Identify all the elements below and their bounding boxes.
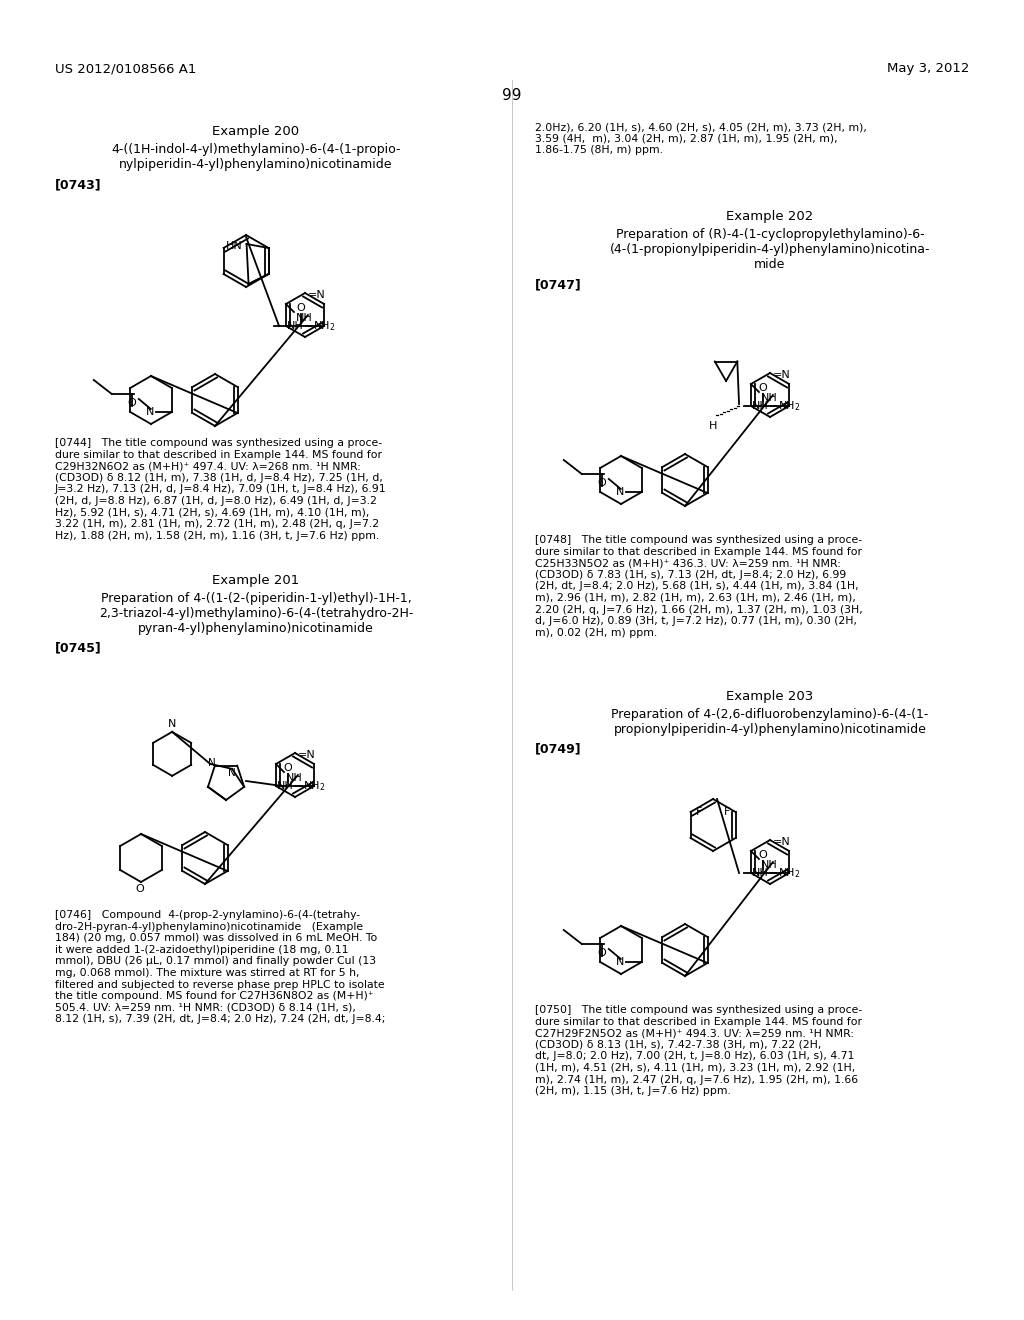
Text: 99: 99 [502,88,522,103]
Text: NH$_2$: NH$_2$ [778,866,801,880]
Text: 2.0Hz), 6.20 (1H, s), 4.60 (2H, s), 4.05 (2H, m), 3.73 (2H, m),
3.59 (4H,  m), 3: 2.0Hz), 6.20 (1H, s), 4.60 (2H, s), 4.05… [535,121,867,156]
Text: Example 203: Example 203 [726,690,814,704]
Text: Example 202: Example 202 [726,210,814,223]
Text: N: N [145,407,154,417]
Text: [0749]: [0749] [535,742,582,755]
Text: H: H [709,421,717,432]
Text: [0746]   Compound  4-(prop-2-ynylamino)-6-(4-(tetrahy-
dro-2H-pyran-4-yl)phenyla: [0746] Compound 4-(prop-2-ynylamino)-6-(… [55,909,385,1024]
Text: US 2012/0108566 A1: US 2012/0108566 A1 [55,62,197,75]
Text: nylpiperidin-4-yl)phenylamino)nicotinamide: nylpiperidin-4-yl)phenylamino)nicotinami… [119,158,393,172]
Text: NH: NH [753,869,769,878]
Text: =N: =N [773,370,791,380]
Text: NH$_2$: NH$_2$ [303,779,326,793]
Text: O: O [597,478,606,488]
Text: O: O [297,304,305,313]
Text: O: O [127,399,136,408]
Text: NH$_2$: NH$_2$ [778,399,801,413]
Text: [0745]: [0745] [55,642,101,653]
Text: NH: NH [761,861,777,870]
Text: N: N [615,487,624,498]
Text: F: F [724,807,730,817]
Text: N: N [615,957,624,968]
Text: O: O [135,884,144,894]
Text: O: O [284,763,292,774]
Text: O: O [597,948,606,958]
Text: Preparation of 4-((1-(2-(piperidin-1-yl)ethyl)-1H-1,: Preparation of 4-((1-(2-(piperidin-1-yl)… [100,591,412,605]
Text: N: N [228,768,237,777]
Text: [0744]   The title compound was synthesized using a proce-
dure similar to that : [0744] The title compound was synthesize… [55,438,387,541]
Text: (4-(1-propionylpiperidin-4-yl)phenylamino)nicotina-: (4-(1-propionylpiperidin-4-yl)phenylamin… [609,243,930,256]
Text: F: F [695,807,701,817]
Text: 2,3-triazol-4-yl)methylamino)-6-(4-(tetrahydro-2H-: 2,3-triazol-4-yl)methylamino)-6-(4-(tetr… [98,607,414,620]
Text: NH: NH [286,774,303,783]
Text: [0747]: [0747] [535,279,582,290]
Text: NH: NH [288,321,304,331]
Text: NH: NH [753,401,769,411]
Text: pyran-4-yl)phenylamino)nicotinamide: pyran-4-yl)phenylamino)nicotinamide [138,622,374,635]
Text: [0750]   The title compound was synthesized using a proce-
dure similar to that : [0750] The title compound was synthesize… [535,1005,862,1096]
Text: =N: =N [298,750,315,760]
Text: =N: =N [773,837,791,847]
Text: =N: =N [308,290,326,300]
Text: May 3, 2012: May 3, 2012 [887,62,969,75]
Text: Example 200: Example 200 [212,125,300,139]
Text: O: O [759,850,767,861]
Text: O: O [759,383,767,393]
Text: Preparation of 4-(2,6-difluorobenzylamino)-6-(4-(1-: Preparation of 4-(2,6-difluorobenzylamin… [611,708,929,721]
Text: [0743]: [0743] [55,178,101,191]
Text: Preparation of (R)-4-(1-cyclopropylethylamino)-6-: Preparation of (R)-4-(1-cyclopropylethyl… [615,228,925,242]
Text: propionylpiperidin-4-yl)phenylamino)nicotinamide: propionylpiperidin-4-yl)phenylamino)nico… [613,723,927,737]
Text: NH: NH [761,393,777,403]
Text: NH: NH [278,781,294,791]
Text: [0748]   The title compound was synthesized using a proce-
dure similar to that : [0748] The title compound was synthesize… [535,535,863,638]
Text: mide: mide [755,257,785,271]
Text: HN: HN [226,242,243,251]
Text: N: N [208,758,216,768]
Text: Example 201: Example 201 [212,574,300,587]
Text: NH$_2$: NH$_2$ [313,319,336,333]
Text: NH: NH [296,313,312,323]
Text: 4-((1H-indol-4-yl)methylamino)-6-(4-(1-propio-: 4-((1H-indol-4-yl)methylamino)-6-(4-(1-p… [112,143,400,156]
Text: N: N [168,719,176,729]
